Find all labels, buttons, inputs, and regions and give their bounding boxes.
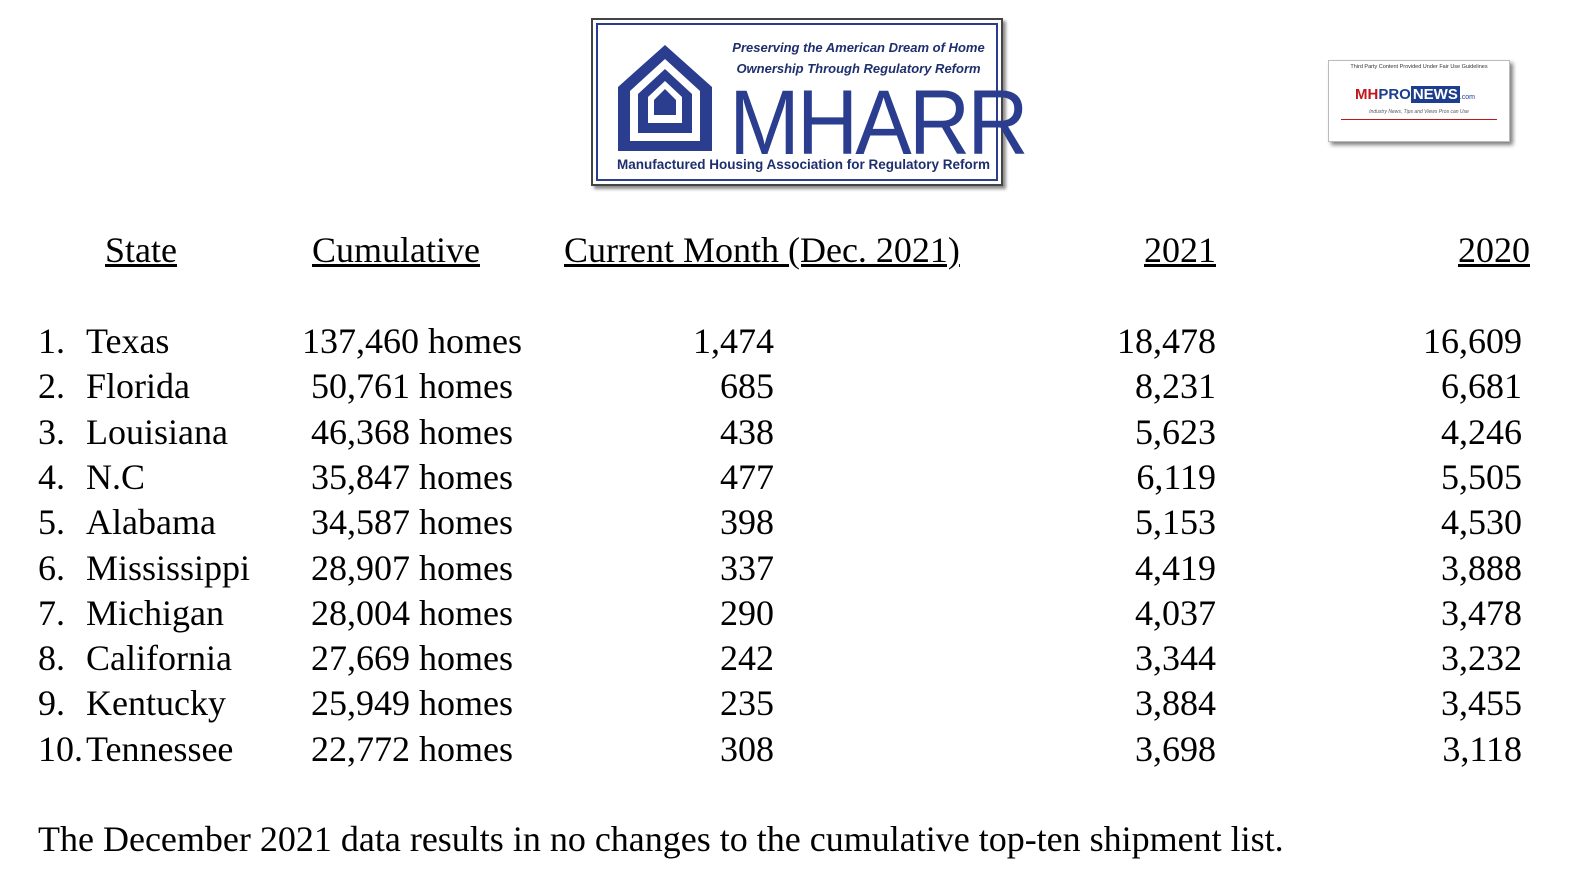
house-icon xyxy=(618,45,712,151)
row-2020: 4,530 xyxy=(1441,502,1522,543)
table-row: 1. Texas 137,460 homes 1,474 18,478 16,609 xyxy=(0,318,1592,364)
row-2021: 6,119 xyxy=(1136,456,1216,497)
table-row: 9. Kentucky 25,949 homes 235 3,884 3,455 xyxy=(0,680,1592,726)
row-rank: 3. xyxy=(38,411,65,452)
row-2020: 3,455 xyxy=(1441,683,1522,724)
mharr-logo-frame: Preserving the American Dream of Home Ow… xyxy=(596,23,1029,181)
row-rank: 10. xyxy=(38,728,83,769)
row-cumulative: 137,460 homes xyxy=(302,321,522,361)
row-state: Tennessee xyxy=(86,728,234,769)
mharr-logo: Preserving the American Dream of Home Ow… xyxy=(591,18,1029,186)
row-current-month: 290 xyxy=(720,592,774,633)
header-state: State xyxy=(105,230,177,270)
table-row: 5. Alabama 34,587 homes 398 5,153 4,530 xyxy=(0,499,1592,545)
row-current-month: 308 xyxy=(720,728,774,769)
row-2020: 3,888 xyxy=(1441,547,1522,588)
fair-use-notice: Third Party Content Provided Under Fair … xyxy=(1350,64,1488,70)
table-row: 10. Tennessee 22,772 homes 308 3,698 3,118 xyxy=(0,726,1592,772)
row-cumulative: 28,907 homes xyxy=(311,547,513,588)
row-cumulative: 35,847 homes xyxy=(311,456,513,497)
row-2020: 5,505 xyxy=(1441,456,1522,497)
row-rank: 4. xyxy=(38,456,65,497)
row-2020: 3,232 xyxy=(1441,638,1522,679)
row-cumulative: 28,004 homes xyxy=(311,592,513,633)
row-2021: 5,623 xyxy=(1135,411,1216,452)
header-current-month: Current Month (Dec. 2021) xyxy=(564,230,960,270)
row-2021: 18,478 xyxy=(1117,321,1216,361)
row-2021: 5,153 xyxy=(1135,502,1216,543)
footnote: The December 2021 data results in no cha… xyxy=(38,819,1284,859)
row-state: N.C xyxy=(86,456,146,497)
mhpronews-logo: MHPRO NEWS .com xyxy=(1355,85,1495,105)
row-2020: 6,681 xyxy=(1441,366,1522,407)
row-cumulative: 27,669 homes xyxy=(311,638,513,679)
row-current-month: 1,474 xyxy=(693,321,774,361)
row-current-month: 438 xyxy=(720,411,774,452)
row-cumulative: 25,949 homes xyxy=(311,683,513,724)
table-row: 4. N.C 35,847 homes 477 6,119 5,505 xyxy=(0,454,1592,500)
badge-divider xyxy=(1341,119,1497,120)
mhpronews-badge: Third Party Content Provided Under Fair … xyxy=(1328,60,1510,142)
table-row: 8. California 27,669 homes 242 3,344 3,232 xyxy=(0,635,1592,681)
row-2020: 3,118 xyxy=(1442,728,1522,769)
logo-news: NEWS xyxy=(1410,86,1460,103)
row-rank: 7. xyxy=(38,592,65,633)
header-cumulative: Cumulative xyxy=(312,230,480,270)
table-row: 6. Mississippi 28,907 homes 337 4,419 3,888 xyxy=(0,545,1592,591)
row-current-month: 477 xyxy=(720,456,774,497)
row-2021: 4,419 xyxy=(1135,547,1216,588)
row-cumulative: 50,761 homes xyxy=(311,366,513,407)
row-current-month: 242 xyxy=(720,638,774,679)
logo-mh: MH xyxy=(1355,86,1379,103)
row-2020: 3,478 xyxy=(1441,592,1522,633)
row-rank: 1. xyxy=(38,321,65,361)
row-current-month: 235 xyxy=(720,683,774,724)
row-rank: 5. xyxy=(38,502,65,543)
row-rank: 8. xyxy=(38,638,65,679)
row-rank: 2. xyxy=(38,366,65,407)
row-rank: 6. xyxy=(38,547,65,588)
logo-com: .com xyxy=(1459,94,1476,101)
row-2021: 3,884 xyxy=(1135,683,1216,724)
table-row: 2. Florida 50,761 homes 685 8,231 6,681 xyxy=(0,363,1592,409)
row-rank: 9. xyxy=(38,683,65,724)
row-state: Alabama xyxy=(86,502,216,543)
table-row: 3. Louisiana 46,368 homes 438 5,623 4,246 xyxy=(0,409,1592,455)
mharr-tagline: Preserving the American Dream of Home Ow… xyxy=(732,40,985,76)
row-current-month: 685 xyxy=(720,366,774,407)
row-current-month: 398 xyxy=(720,502,774,543)
mhpronews-subtitle: Industry News, Tips and Views Pros can U… xyxy=(1369,109,1469,115)
row-state: Kentucky xyxy=(86,683,226,724)
table-row: 7. Michigan 28,004 homes 290 4,037 3,478 xyxy=(0,590,1592,636)
row-current-month: 337 xyxy=(720,547,774,588)
row-cumulative: 22,772 homes xyxy=(311,728,513,769)
row-2021: 4,037 xyxy=(1135,592,1216,633)
row-state: Florida xyxy=(86,366,190,407)
mharr-full-name: Manufactured Housing Association for Reg… xyxy=(616,157,991,172)
row-2020: 16,609 xyxy=(1423,321,1522,361)
row-2021: 3,698 xyxy=(1135,728,1216,769)
row-cumulative: 46,368 homes xyxy=(311,411,513,452)
header-2020: 2020 xyxy=(1458,230,1530,270)
row-2021: 8,231 xyxy=(1135,366,1216,407)
row-2020: 4,246 xyxy=(1441,411,1522,452)
row-state: California xyxy=(86,638,232,679)
row-state: Mississippi xyxy=(86,547,251,588)
row-cumulative: 34,587 homes xyxy=(311,502,513,543)
row-2021: 3,344 xyxy=(1135,638,1216,679)
row-state: Texas xyxy=(86,321,170,361)
row-state: Michigan xyxy=(86,592,224,633)
logo-pro: PRO xyxy=(1378,86,1411,103)
row-state: Louisiana xyxy=(86,411,228,452)
header-2021: 2021 xyxy=(1144,230,1216,270)
mharr-wordmark: MHARR xyxy=(729,72,1028,174)
